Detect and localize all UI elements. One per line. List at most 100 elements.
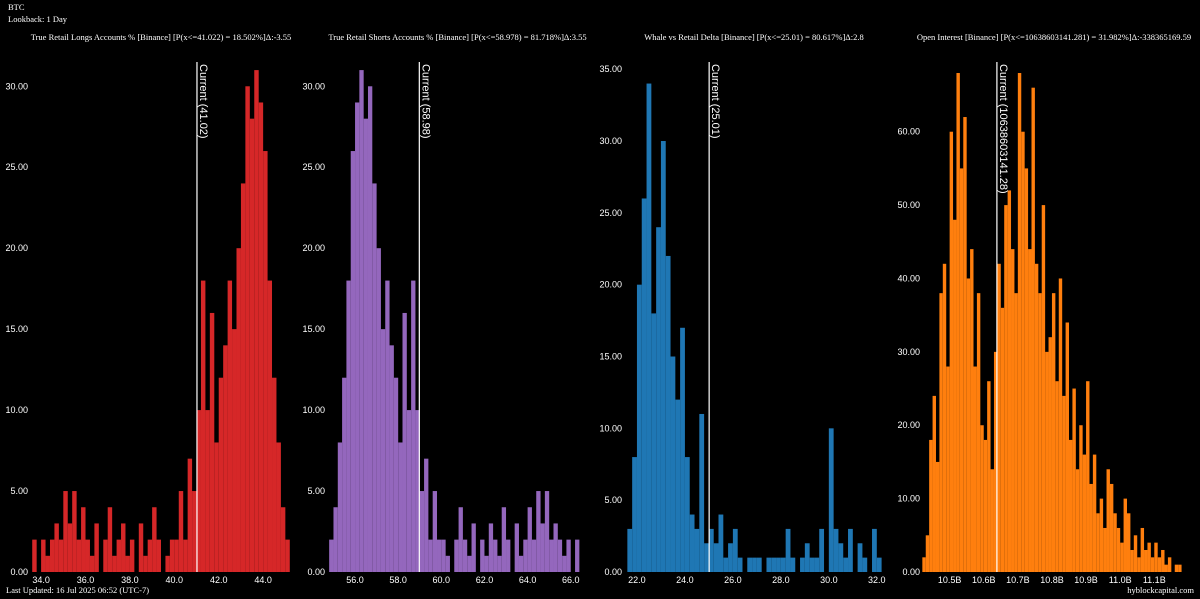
x-tick-label: 28.0 — [772, 575, 790, 585]
bar — [713, 543, 719, 572]
x-tick-label: 30.0 — [820, 575, 838, 585]
bar — [925, 535, 930, 572]
bar — [285, 539, 290, 572]
bar — [756, 557, 762, 572]
bar — [523, 539, 528, 572]
bar — [49, 539, 55, 572]
bar — [1011, 249, 1015, 572]
bar — [1109, 483, 1114, 572]
bar — [699, 413, 705, 572]
bar — [54, 523, 59, 572]
bar — [1099, 498, 1104, 572]
bar — [632, 457, 637, 572]
x-tick-label: 56.0 — [346, 575, 364, 585]
bar — [963, 117, 967, 572]
bar — [350, 151, 356, 573]
bar — [1048, 337, 1052, 572]
y-tick-label: 30.00 — [5, 81, 28, 91]
histogram-panel: Open Interest [Binance] [P(x<=1063860314… — [897, 32, 1191, 585]
chart-title: True Retail Longs Accounts % [Binance] [… — [31, 32, 292, 42]
bar — [660, 141, 666, 572]
bar — [684, 457, 690, 572]
x-tick-label: 40.0 — [166, 575, 184, 585]
bar — [497, 555, 502, 572]
bar — [959, 168, 964, 572]
bar — [76, 539, 82, 572]
bar — [249, 118, 255, 573]
bar — [103, 539, 108, 572]
current-label: Current (25.01) — [709, 64, 721, 139]
bar — [1120, 542, 1124, 572]
bar — [1157, 557, 1162, 572]
x-tick-label: 32.0 — [868, 575, 886, 585]
source: hyblockcapital.com — [1127, 585, 1194, 595]
lookback: Lookback: 1 Day — [8, 14, 68, 24]
bar — [1014, 293, 1018, 572]
bar — [1082, 454, 1087, 572]
y-tick-label: 50.00 — [897, 200, 920, 210]
y-tick-label: 5.00 — [10, 486, 28, 496]
current-label: Current (58.98) — [419, 64, 431, 139]
bar — [380, 329, 386, 572]
bar — [1130, 549, 1134, 572]
bar — [771, 557, 777, 572]
bar — [1017, 73, 1022, 572]
bar — [432, 491, 438, 572]
bar — [178, 491, 184, 572]
bar — [94, 523, 99, 572]
bar — [393, 377, 399, 572]
bar — [656, 227, 661, 572]
bar — [187, 458, 193, 572]
bar — [58, 539, 64, 572]
bar — [32, 539, 37, 572]
bar — [471, 523, 476, 572]
bar — [72, 491, 77, 572]
bar — [147, 539, 153, 572]
x-tick-label: 22.0 — [628, 575, 646, 585]
last-updated: Last Updated: 16 Jul 2025 06:52 (UTC-7) — [6, 585, 149, 595]
bar — [776, 557, 781, 572]
bar — [566, 539, 571, 572]
bar — [946, 366, 950, 572]
bar — [1089, 483, 1093, 572]
bar — [1041, 205, 1046, 573]
y-tick-label: 40.00 — [897, 273, 920, 283]
bar — [359, 70, 364, 572]
bar — [833, 528, 839, 572]
bar — [935, 461, 940, 572]
histogram-panel: Whale vs Retail Delta [Binance] [P(x<=25… — [599, 32, 885, 585]
bar — [544, 491, 550, 572]
bar — [1092, 454, 1097, 572]
x-tick-label: 10.5B — [938, 575, 962, 585]
bar — [501, 507, 507, 572]
x-tick-label: 60.0 — [433, 575, 451, 585]
bar — [785, 528, 791, 572]
bar — [1051, 293, 1056, 572]
bar — [1174, 564, 1179, 572]
bar — [1126, 513, 1131, 572]
bar — [790, 557, 796, 572]
bar — [993, 351, 998, 572]
bar — [1147, 542, 1151, 572]
bar — [205, 410, 210, 572]
bar — [267, 280, 273, 572]
bar — [209, 312, 215, 572]
y-tick-label: 10.00 — [599, 423, 622, 433]
y-tick-label: 25.00 — [302, 162, 325, 172]
bar — [169, 539, 175, 572]
bar — [575, 539, 580, 572]
x-tick-label: 42.0 — [210, 575, 228, 585]
bar — [223, 345, 228, 572]
bar — [747, 557, 753, 572]
bar — [780, 557, 786, 572]
bar — [81, 507, 86, 572]
chart-title: Whale vs Retail Delta [Binance] [P(x<=25… — [644, 32, 864, 42]
y-tick-label: 0.00 — [307, 567, 325, 577]
bar — [385, 280, 390, 572]
x-tick-label: 66.0 — [562, 575, 580, 585]
y-tick-label: 5.00 — [604, 495, 622, 505]
bar — [1069, 439, 1073, 572]
bar — [809, 557, 815, 572]
bar — [467, 555, 472, 572]
bar — [41, 539, 46, 572]
